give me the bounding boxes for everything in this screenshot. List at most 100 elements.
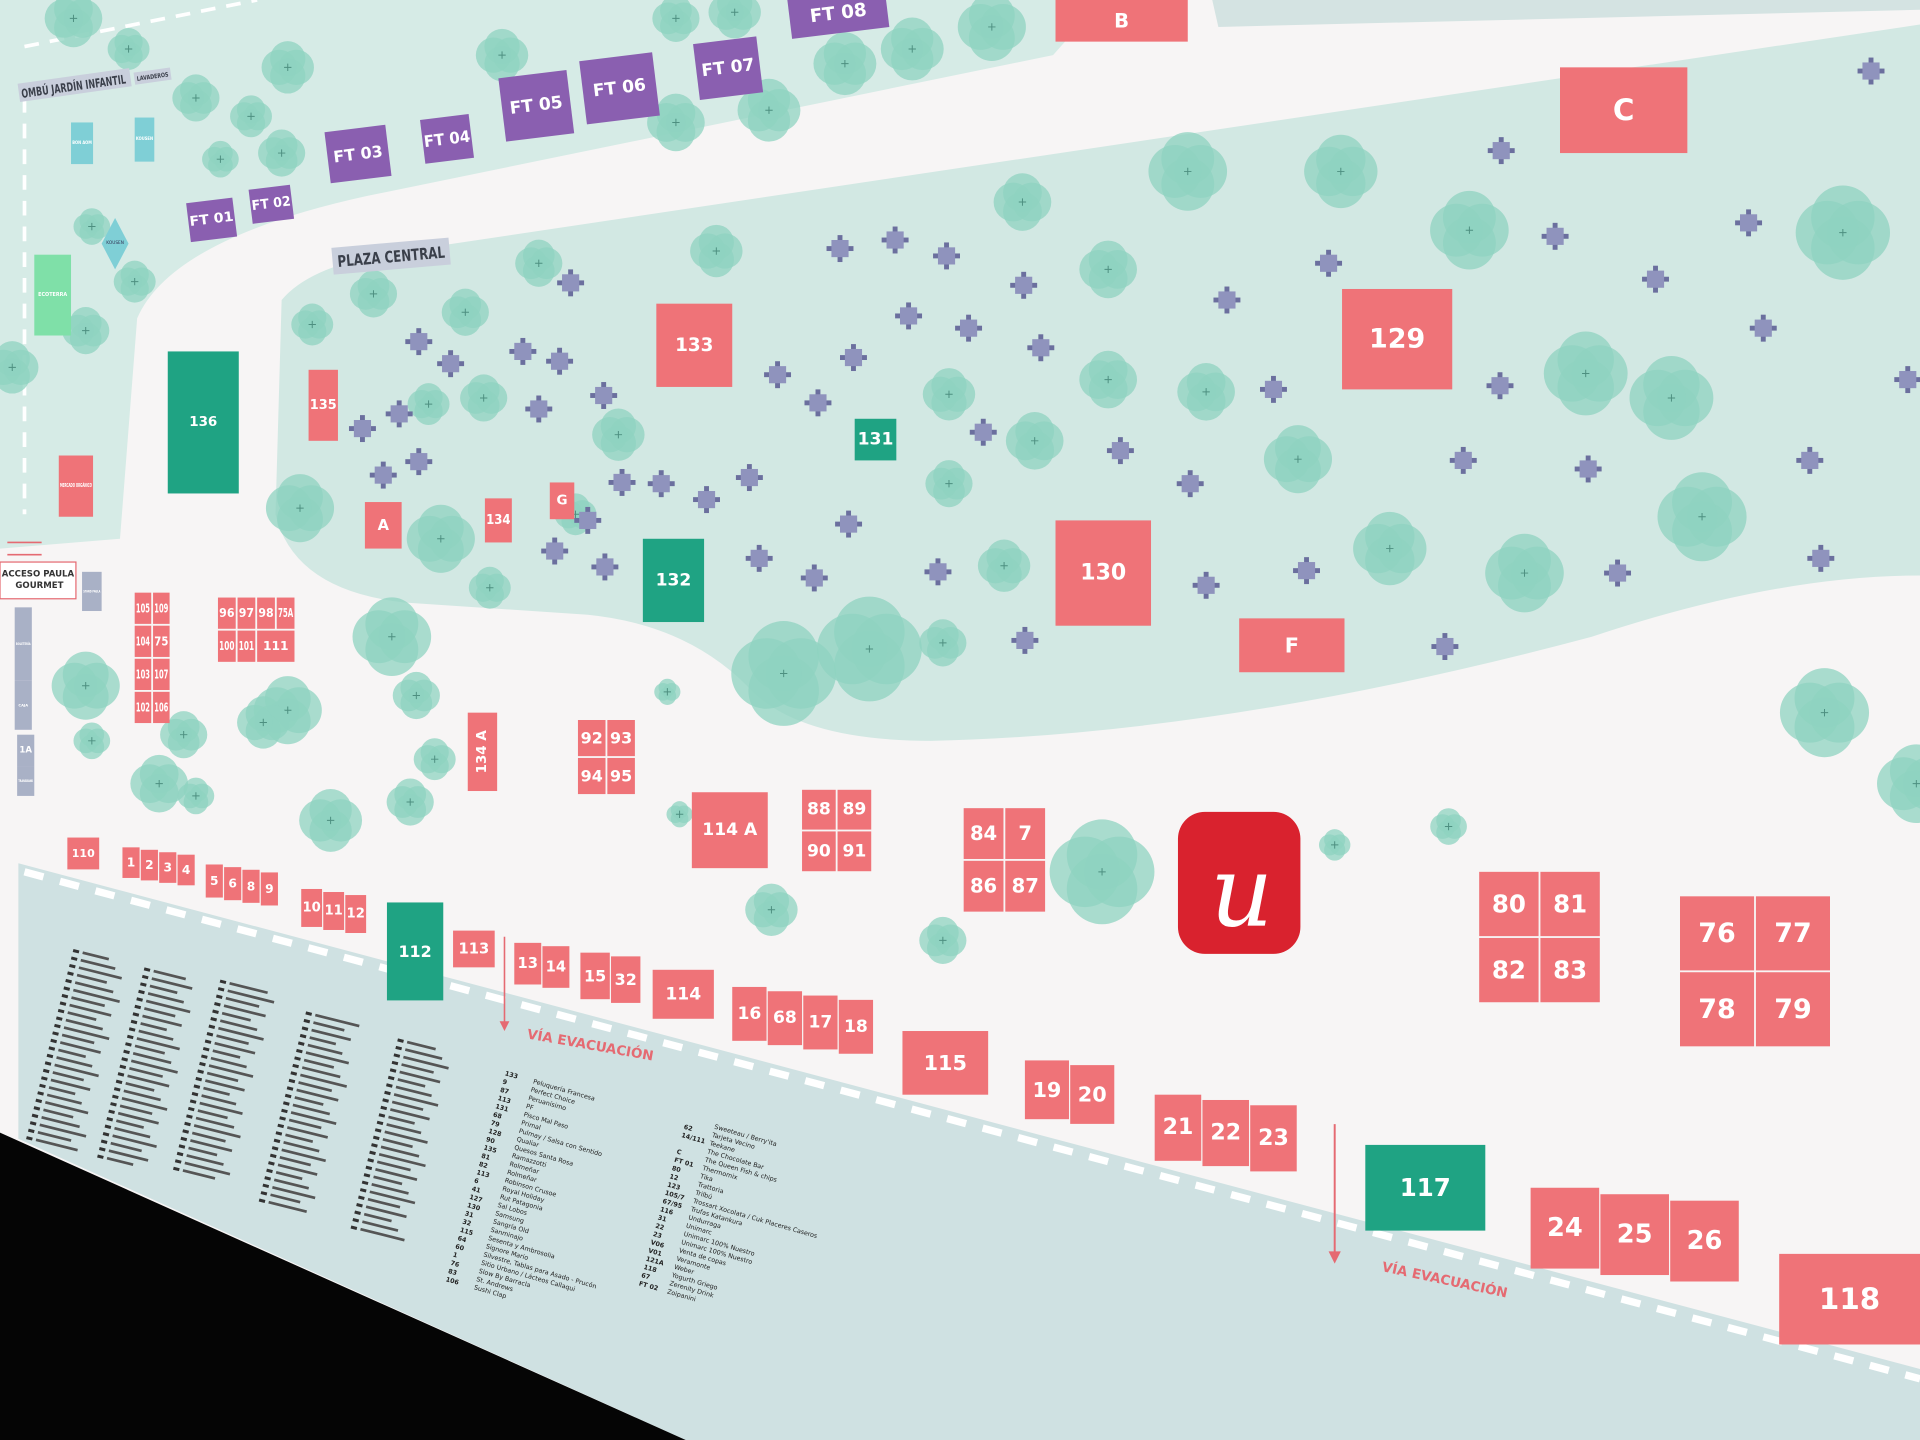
food-truck-ft-04[interactable]: FT 04 [420, 114, 474, 164]
food-truck-ft-06[interactable]: FT 06 [579, 52, 660, 125]
booth-68[interactable]: 68 [767, 991, 803, 1046]
booth-80[interactable]: 80 [1479, 871, 1539, 937]
food-truck-ft-07[interactable]: FT 07 [693, 36, 764, 100]
food-truck-ft-03[interactable]: FT 03 [324, 124, 392, 184]
service-1a[interactable]: 1A [17, 734, 35, 767]
booth-18[interactable]: 18 [838, 999, 874, 1054]
booth-5[interactable]: 5 [205, 864, 223, 898]
booth-14[interactable]: 14 [542, 946, 570, 988]
booth-97[interactable]: 97 [237, 597, 256, 629]
booth-133[interactable]: 133 [656, 303, 733, 387]
booth-25[interactable]: 25 [1600, 1194, 1669, 1276]
booth-86[interactable]: 86 [963, 860, 1004, 912]
booth-1[interactable]: 1 [122, 847, 140, 878]
booth-22[interactable]: 22 [1202, 1099, 1249, 1167]
food-truck-ft-08[interactable]: FT 08 [787, 0, 890, 39]
booth-8[interactable]: 8 [242, 869, 260, 903]
booth-23[interactable]: 23 [1250, 1105, 1297, 1172]
booth-118[interactable]: 118 [1779, 1253, 1920, 1345]
booth-101[interactable]: 101 [237, 630, 256, 662]
service-caja[interactable]: CAJA [14, 680, 32, 730]
booth-77[interactable]: 77 [1755, 896, 1830, 971]
booth-a[interactable]: A [364, 502, 402, 549]
booth-107[interactable]: 107 [153, 658, 170, 690]
booth-7[interactable]: 7 [1005, 808, 1046, 859]
booth-82[interactable]: 82 [1479, 937, 1539, 1003]
booth-102[interactable]: 102 [134, 691, 152, 724]
booth-76[interactable]: 76 [1680, 896, 1755, 971]
booth-3[interactable]: 3 [159, 852, 177, 883]
booth-15[interactable]: 15 [580, 952, 610, 1000]
booth-117[interactable]: 117 [1365, 1144, 1486, 1231]
booth-131[interactable]: 131 [854, 418, 897, 461]
booth-106[interactable]: 106 [153, 691, 170, 724]
booth-103[interactable]: 103 [134, 658, 152, 690]
booth-87[interactable]: 87 [1005, 860, 1046, 912]
booth-93[interactable]: 93 [607, 720, 635, 757]
food-truck-ft-02[interactable]: FT 02 [248, 184, 295, 224]
booth-129[interactable]: 129 [1342, 288, 1453, 390]
booth-105[interactable]: 105 [134, 592, 152, 624]
booth-113[interactable]: 113 [453, 930, 495, 968]
service-kousen-diamond[interactable]: KOUSEN [101, 217, 129, 270]
service-stand-paula[interactable]: STAND PAULA [82, 571, 102, 612]
booth-84[interactable]: 84 [963, 808, 1004, 859]
booth-21[interactable]: 21 [1154, 1094, 1202, 1161]
booth-135[interactable]: 135 [308, 369, 338, 441]
booth-mercado-org-nico[interactable]: MERCADO ORGÁNICO [58, 455, 94, 517]
booth-114[interactable]: 114 [652, 969, 714, 1019]
booth-75[interactable]: 75 [153, 625, 170, 657]
booth-79[interactable]: 79 [1755, 972, 1830, 1047]
service-boleter-a[interactable]: BOLETERÍA [14, 607, 32, 681]
booth-132[interactable]: 132 [642, 538, 705, 623]
booth-16[interactable]: 16 [732, 986, 767, 1041]
booth-12[interactable]: 12 [345, 895, 367, 934]
booth-26[interactable]: 26 [1670, 1200, 1739, 1282]
food-truck-ft-01[interactable]: FT 01 [186, 197, 238, 243]
booth-112[interactable]: 112 [386, 902, 444, 1001]
booth-88[interactable]: 88 [802, 789, 836, 830]
booth-96[interactable]: 96 [217, 597, 236, 629]
service-ecoterra[interactable]: ECOTERRA [34, 254, 72, 336]
booth-136[interactable]: 136 [167, 351, 239, 494]
booth-4[interactable]: 4 [177, 854, 195, 886]
booth-104[interactable]: 104 [134, 625, 152, 657]
booth-114-a[interactable]: 114 A [691, 792, 768, 869]
booth-94[interactable]: 94 [577, 757, 606, 795]
booth-130[interactable]: 130 [1055, 520, 1152, 626]
booth-2[interactable]: 2 [140, 849, 158, 881]
booth-83[interactable]: 83 [1540, 937, 1600, 1003]
booth-134[interactable]: 134 [484, 498, 512, 543]
booth-13[interactable]: 13 [514, 942, 542, 985]
service-transbank[interactable]: TRANSBANK [17, 766, 35, 796]
booth-32[interactable]: 32 [611, 956, 641, 1003]
booth-110[interactable]: 110 [67, 837, 100, 870]
booth-f[interactable]: F [1239, 618, 1345, 673]
booth-95[interactable]: 95 [607, 757, 635, 795]
booth-111[interactable]: 111 [257, 630, 295, 662]
booth-78[interactable]: 78 [1680, 972, 1755, 1047]
service-kousen[interactable]: KOUSEN [134, 117, 155, 162]
booth-6[interactable]: 6 [224, 867, 242, 901]
booth-b[interactable]: B [1055, 0, 1188, 42]
booth-89[interactable]: 89 [837, 789, 872, 830]
booth-9[interactable]: 9 [260, 872, 278, 906]
booth-10[interactable]: 10 [301, 888, 323, 927]
booth-11[interactable]: 11 [323, 892, 345, 930]
booth-19[interactable]: 19 [1024, 1060, 1069, 1120]
booth-109[interactable]: 109 [153, 592, 170, 624]
booth-91[interactable]: 91 [837, 831, 872, 872]
booth-20[interactable]: 20 [1070, 1065, 1115, 1124]
booth-75a[interactable]: 75A [276, 597, 295, 629]
booth-98[interactable]: 98 [257, 597, 275, 629]
booth-115[interactable]: 115 [902, 1031, 989, 1095]
booth-81[interactable]: 81 [1540, 871, 1600, 937]
booth-17[interactable]: 17 [803, 995, 838, 1050]
booth-24[interactable]: 24 [1530, 1187, 1600, 1269]
booth-g[interactable]: G [549, 482, 575, 520]
booth-134-a[interactable]: 134 A [467, 712, 498, 792]
booth-100[interactable]: 100 [217, 630, 236, 662]
booth-c[interactable]: C [1560, 67, 1688, 154]
food-truck-ft-05[interactable]: FT 05 [498, 70, 575, 142]
booth-90[interactable]: 90 [802, 831, 836, 872]
